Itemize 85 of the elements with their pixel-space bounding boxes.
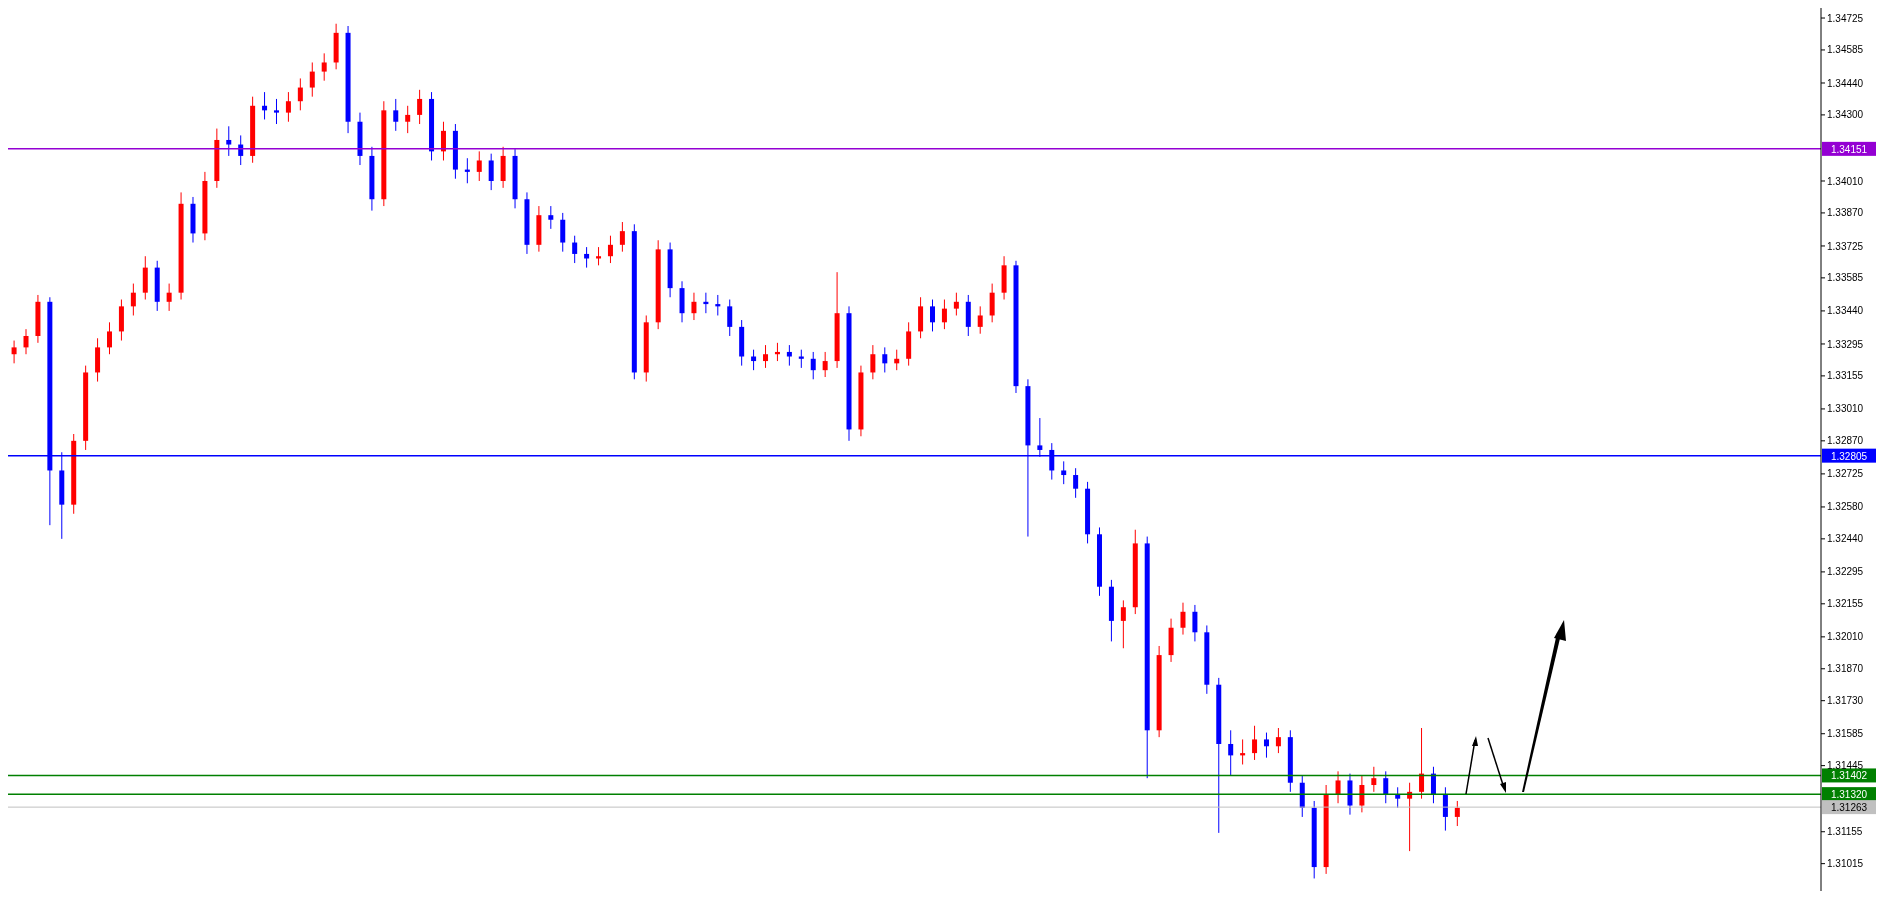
candlestick: [1061, 460, 1067, 485]
y-tick-label: 1.32580: [1827, 501, 1864, 513]
candlestick: [464, 157, 470, 184]
candlestick: [572, 235, 578, 264]
candlestick: [321, 52, 327, 82]
candlestick: [810, 351, 816, 380]
candlestick: [727, 299, 733, 337]
ref-line-label: 1.31320: [1830, 789, 1868, 801]
y-tick-label: 1.32010: [1827, 631, 1864, 643]
y-tick-label: 1.31015: [1827, 858, 1864, 870]
candlestick: [1359, 775, 1365, 813]
candlestick: [619, 221, 625, 253]
candlestick: [560, 212, 566, 253]
candlestick: [417, 89, 423, 125]
candlestick: [715, 294, 721, 316]
y-tick-label: 1.31870: [1827, 663, 1864, 675]
candlestick: [488, 153, 494, 191]
candlestick: [989, 283, 995, 323]
candlestick: [953, 292, 959, 316]
candlestick: [166, 283, 172, 312]
y-tick-label: 1.33870: [1827, 207, 1864, 219]
candlestick: [941, 299, 947, 330]
candlestick: [393, 98, 399, 132]
y-tick-label: 1.34440: [1827, 77, 1864, 89]
candlestick: [703, 292, 709, 314]
candlestick: [1419, 727, 1425, 800]
candlestick: [476, 150, 482, 182]
candlestick: [1192, 604, 1198, 642]
candlestick: [1454, 800, 1460, 827]
candlestick: [870, 344, 876, 380]
y-tick-label: 1.32440: [1827, 533, 1864, 545]
candlestick: [285, 91, 291, 123]
y-tick-label: 1.31585: [1827, 728, 1864, 740]
candlestick: [763, 344, 769, 369]
y-tick-label: 1.32155: [1827, 598, 1864, 610]
y-tick-label: 1.33725: [1827, 240, 1864, 252]
ref-line-label: 1.34151: [1830, 143, 1868, 155]
candlestick: [774, 342, 780, 362]
ref-line-label: 1.32805: [1830, 450, 1868, 462]
candlestick: [309, 61, 315, 98]
candlestick: [11, 340, 17, 364]
y-tick-label: 1.33155: [1827, 370, 1864, 382]
candlestick: [1120, 599, 1126, 649]
candlestick: [930, 299, 936, 332]
candlestick: [822, 351, 828, 378]
candlestick: [798, 349, 804, 369]
candlestick: [405, 105, 411, 134]
y-tick-label: 1.31155: [1827, 826, 1863, 838]
candlestick: [596, 246, 602, 266]
candlestick: [1073, 467, 1079, 499]
ref-line-label: 1.31402: [1830, 770, 1868, 782]
y-tick-label: 1.34725: [1827, 12, 1864, 24]
candlestick: [1252, 725, 1258, 761]
candlestick: [548, 205, 554, 230]
y-tick-label: 1.33440: [1827, 305, 1864, 317]
candlestick: [1383, 770, 1389, 804]
candlestick: [1263, 732, 1269, 759]
y-tick-label: 1.34300: [1827, 109, 1864, 121]
y-tick-label: 1.34010: [1827, 175, 1864, 187]
y-tick-label: 1.33010: [1827, 403, 1864, 415]
y-tick-label: 1.32870: [1827, 435, 1864, 447]
candlestick: [23, 328, 29, 355]
y-tick-label: 1.32295: [1827, 566, 1864, 578]
candlestick: [226, 125, 232, 157]
candlestick: [1371, 766, 1377, 793]
candlestick: [1335, 770, 1341, 804]
candlestick: [1240, 738, 1246, 765]
candlestick: [607, 235, 613, 264]
candlestick: [786, 344, 792, 367]
candlestick: [1228, 729, 1234, 777]
candlestick: [297, 77, 303, 111]
candlestick: [1180, 602, 1186, 636]
y-tick-label: 1.33585: [1827, 272, 1864, 284]
y-tick-label: 1.31730: [1827, 695, 1864, 707]
candlestick: [1275, 727, 1281, 754]
candlestick: [977, 305, 983, 335]
candlestick: [107, 321, 112, 355]
ref-line-label: 1.31263: [1830, 802, 1868, 814]
y-tick-label: 1.33295: [1827, 338, 1864, 350]
y-tick-label: 1.34585: [1827, 44, 1864, 56]
candlestick: [273, 98, 279, 125]
candlestick: [691, 292, 697, 321]
candlestick: [882, 346, 888, 373]
y-tick-label: 1.32725: [1827, 468, 1864, 480]
candlestick: [130, 283, 136, 316]
